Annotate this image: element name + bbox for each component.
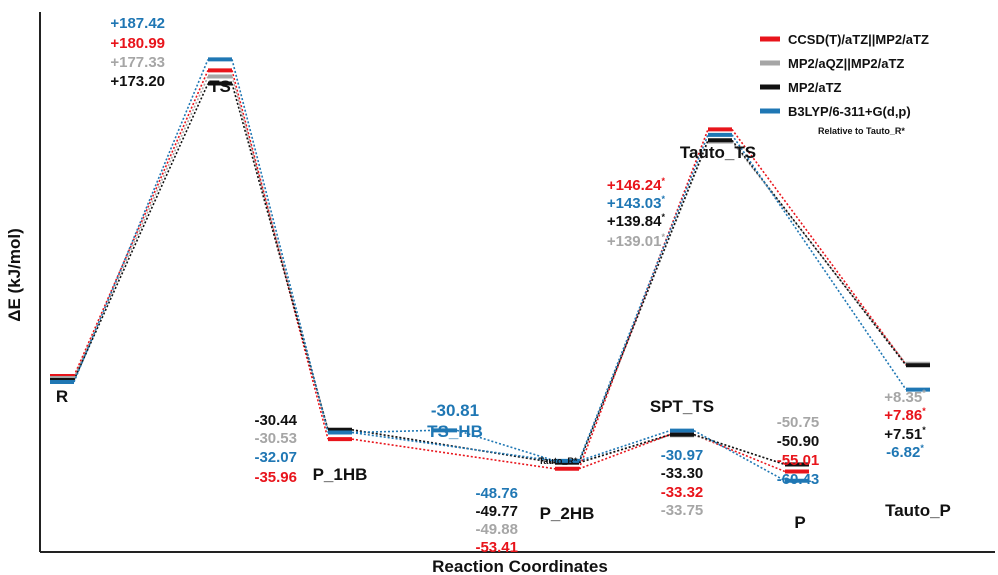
- legend-label: CCSD(T)/aTZ||MP2/aTZ: [788, 32, 929, 47]
- axes: [39, 12, 995, 553]
- data-label: +173.20: [110, 73, 165, 90]
- connector-line: [731, 128, 907, 366]
- connector-line: [693, 429, 786, 482]
- state-label: R: [56, 387, 68, 406]
- connector-line: [351, 438, 556, 470]
- connector-line: [578, 139, 709, 463]
- data-label: -33.32: [661, 484, 704, 501]
- connector-line: [73, 76, 209, 379]
- state-label-extra: Tauto_R*: [539, 456, 578, 466]
- x-axis-label: Reaction Coordinates: [432, 557, 608, 575]
- data-label: -49.88: [475, 521, 518, 538]
- connector-line: [693, 433, 786, 466]
- state-label: P_1HB: [313, 465, 368, 484]
- connector-line: [351, 429, 434, 434]
- data-label: +187.42: [110, 15, 165, 32]
- connector-line: [578, 433, 671, 470]
- legend-label: B3LYP/6-311+G(d,p): [788, 104, 911, 119]
- connector-line: [73, 59, 209, 383]
- data-label: -50.90: [777, 433, 820, 450]
- data-label: -30.81: [431, 401, 479, 420]
- state-label: TS_HB: [427, 422, 483, 441]
- data-label: -6.82*: [886, 443, 924, 461]
- y-axis-label: ΔE (kJ/mol): [5, 228, 24, 321]
- state-label: Tauto_P: [885, 501, 951, 520]
- connector-line: [73, 83, 209, 381]
- state-label: TS: [209, 77, 231, 96]
- legend-label: MP2/aTZ: [788, 80, 842, 95]
- data-label: -33.75: [661, 502, 704, 519]
- data-label: -55.01: [777, 452, 820, 469]
- data-label: -32.07: [254, 449, 297, 466]
- data-label: -35.96: [254, 469, 297, 486]
- energy-levels: [50, 57, 930, 483]
- data-label: -53.41: [475, 539, 518, 556]
- data-label: +177.33: [110, 54, 165, 71]
- connector-line: [731, 134, 907, 391]
- data-label: -49.77: [475, 503, 518, 520]
- data-label: +8.35*: [884, 388, 926, 406]
- connector-line: [231, 70, 329, 440]
- state-label: Tauto_TS: [680, 143, 756, 162]
- connector-line: [456, 429, 556, 462]
- legend: CCSD(T)/aTZ||MP2/aTZ MP2/aQZ||MP2/aTZ MP2/…: [760, 32, 929, 136]
- data-label: -48.76: [475, 485, 518, 502]
- data-label: +139.01*: [607, 232, 666, 250]
- data-label: -33.30: [661, 465, 704, 482]
- connector-line: [731, 141, 907, 365]
- data-label: +146.24*: [607, 176, 666, 194]
- connector-line: [578, 129, 709, 470]
- state-labels: R TS P_1HB TS_HB P_2HB SPT_TS P Tauto_TS Tauto_P…: [56, 77, 951, 532]
- state-label: P_2HB: [540, 504, 595, 523]
- data-label: -60.43: [777, 471, 820, 488]
- connector-lines: [73, 59, 907, 482]
- data-label: -30.97: [661, 447, 704, 464]
- connector-line: [578, 433, 671, 464]
- data-label: +139.84*: [607, 212, 666, 230]
- state-label: SPT_TS: [650, 397, 714, 416]
- data-label: +143.03*: [607, 194, 666, 212]
- data-label: +180.99: [110, 35, 165, 52]
- legend-label: MP2/aQZ||MP2/aTZ: [788, 56, 904, 71]
- connector-line: [693, 433, 786, 473]
- connector-line: [231, 59, 329, 433]
- connector-line: [731, 139, 907, 366]
- connector-line: [73, 69, 209, 377]
- legend-note: Relative to Tauto_R*: [818, 126, 905, 136]
- data-label: -50.75: [777, 414, 820, 431]
- data-label: -30.53: [254, 430, 297, 447]
- data-label: -30.44: [254, 412, 297, 429]
- state-label: P: [794, 513, 805, 532]
- data-label: +7.51*: [884, 425, 926, 443]
- data-label: +7.86*: [884, 406, 926, 424]
- connector-line: [578, 134, 709, 462]
- connector-line: [578, 429, 671, 462]
- value-labels: +180.99-35.96-53.41-33.32-55.01+146.24*+…: [110, 15, 926, 556]
